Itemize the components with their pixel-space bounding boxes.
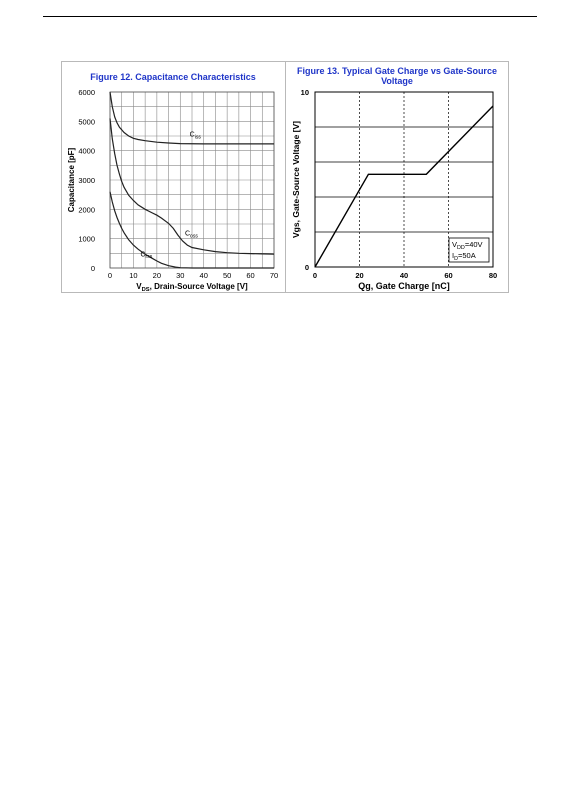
- series-ciss-label: Ciss: [190, 132, 202, 141]
- gate-y-tick-label: 0: [305, 263, 309, 272]
- capacitance-chart: 0 1000 2000 3000 4000 5000 6000 0 10 20 30 40 50 60 70…: [67, 88, 278, 293]
- gate-x-tick-label: 0: [313, 271, 317, 280]
- figure-12-title: Figure 12. Capacitance Characteristics: [90, 72, 256, 82]
- cap-y-tick-label: 5000: [78, 117, 95, 126]
- gate-x-tick-label: 60: [444, 271, 452, 280]
- cap-x-tick-label: 10: [129, 271, 137, 280]
- gate-x-axis-label: Qg, Gate Charge [nC]: [358, 281, 450, 291]
- panel-divider: [285, 61, 286, 293]
- cap-x-tick-label: 40: [200, 271, 208, 280]
- cap-x-tick-label: 30: [176, 271, 184, 280]
- cap-y-tick-label: 4000: [78, 147, 95, 156]
- gate-x-tick-label: 20: [355, 271, 363, 280]
- gate-y-tick-label: 10: [301, 88, 309, 97]
- figure-13-title: Figure 13. Typical Gate Charge vs Gate-S…: [297, 66, 497, 86]
- page-top-rule: [43, 16, 537, 17]
- cap-x-tick-label: 0: [108, 271, 112, 280]
- gate-annotation-id: ID=50A: [452, 251, 476, 262]
- series-crss-line: [109, 191, 274, 269]
- series-coss-label: Coss: [185, 231, 198, 240]
- cap-y-tick-label: 0: [91, 264, 95, 273]
- gate-y-axis-label: Vgs, Gate-Source Voltage [V]: [291, 121, 301, 238]
- cap-y-tick-label: 3000: [78, 176, 95, 185]
- cap-y-tick-label: 6000: [78, 88, 95, 97]
- cap-x-tick-label: 60: [246, 271, 254, 280]
- gate-annotation-vdd: VDD=40V: [452, 240, 483, 251]
- cap-x-tick-label: 20: [153, 271, 161, 280]
- gate-charge-line: [314, 105, 494, 268]
- cap-x-tick-label: 70: [270, 271, 278, 280]
- series-ciss-line: [109, 91, 274, 145]
- gate-plot-border: [314, 91, 494, 268]
- series-crss-label: Crss: [140, 251, 152, 260]
- cap-y-axis-label: Capacitance [pF]: [67, 147, 76, 212]
- cap-x-tick-label: 50: [223, 271, 231, 280]
- gate-x-tick-label: 40: [400, 271, 408, 280]
- gate-charge-chart: 0 10 0 20 40 60 80 Qg, Gate Charge [nC] Vgs, Gat…: [291, 88, 497, 291]
- cap-x-axis-label: VDS, Drain-Source Voltage [V]: [136, 282, 248, 293]
- series-coss-line: [109, 118, 275, 255]
- cap-y-tick-label: 1000: [78, 235, 95, 244]
- cap-y-tick-label: 2000: [78, 205, 95, 214]
- gate-annotation-box: [448, 237, 490, 263]
- gate-x-tick-label: 80: [489, 271, 497, 280]
